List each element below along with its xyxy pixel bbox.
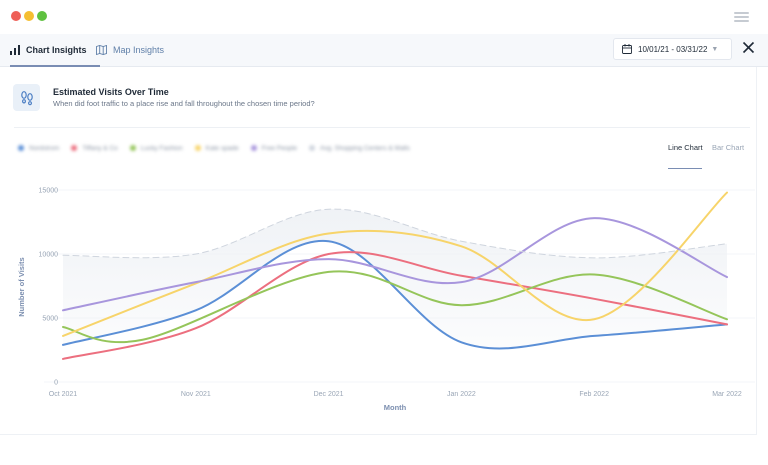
range-band [63, 209, 727, 349]
legend-item[interactable]: Kate spade [194, 144, 239, 152]
series-line[interactable] [62, 191, 728, 337]
x-tick-label: Nov 2021 [181, 391, 211, 398]
y-tick-label: 10000 [39, 252, 59, 259]
legend-swatch [308, 145, 315, 151]
x-tick-label: Feb 2022 [579, 391, 609, 398]
visits-line-chart: 0 5000 10000 15000 Oct 2021 Nov 2021 Dec 2021… [17, 188, 755, 412]
map-icon [96, 44, 107, 55]
x-axis-title: Month [384, 403, 407, 412]
x-tick-label: Dec 2021 [314, 391, 344, 398]
legend-item[interactable]: Lucky Fashion [129, 144, 183, 152]
legend-swatch [71, 145, 78, 151]
tab-map-insights[interactable]: Map Insights [96, 34, 164, 65]
series-line-average[interactable] [62, 208, 728, 259]
card-title: Estimated Visits Over Time [53, 87, 169, 97]
legend-swatch [194, 145, 201, 151]
legend-label: Lucky Fashion [140, 144, 183, 152]
x-tick-label: Jan 2022 [447, 391, 476, 398]
legend-label: Nordstrom [29, 144, 60, 152]
tab-map-insights-label: Map Insights [113, 44, 165, 55]
series-line[interactable] [62, 270, 728, 344]
x-tick-label: Mar 2022 [712, 391, 742, 398]
legend-swatch [129, 145, 136, 151]
card-header-icon [13, 84, 40, 111]
y-tick-label: 0 [54, 380, 58, 387]
series-line[interactable] [62, 251, 728, 360]
card-subtitle: When did foot traffic to a place rise an… [53, 99, 315, 108]
minimize-window-control[interactable] [24, 11, 34, 21]
tab-chart-insights-label: Chart Insights [26, 44, 87, 55]
legend-item[interactable]: Avg. Shopping Centers & Malls [308, 144, 410, 152]
legend-swatch [250, 145, 257, 151]
chart-legend: Nordstrom Tiffany & Co Lucky Fashion Kate s… [18, 142, 422, 154]
legend-swatch [18, 145, 24, 151]
calendar-icon [622, 44, 632, 54]
y-tick-label: 15000 [39, 188, 59, 195]
legend-item[interactable]: Free People [250, 144, 297, 152]
y-axis-title: Number of Visits [17, 257, 26, 316]
legend-item[interactable]: Nordstrom [18, 145, 59, 152]
tab-chart-insights[interactable]: Chart Insights [10, 34, 100, 67]
menu-icon[interactable] [734, 12, 749, 23]
series-line[interactable] [62, 217, 728, 312]
tab-bar-chart[interactable]: Bar Chart [712, 143, 745, 152]
active-view-underline [668, 168, 702, 169]
window-titlebar [0, 0, 768, 34]
bar-chart-icon [10, 44, 20, 55]
legend-label: Avg. Shopping Centers & Malls [319, 144, 410, 152]
y-tick-label: 5000 [42, 316, 58, 323]
date-range-label: 10/01/21 - 03/31/22 [638, 44, 708, 54]
tab-line-chart[interactable]: Line Chart [668, 143, 703, 152]
close-window-control[interactable] [11, 11, 21, 21]
legend-label: Tiffany & Co [82, 144, 118, 152]
header-divider [14, 127, 750, 128]
chevron-down-icon: ▼ [711, 45, 719, 53]
x-tick-label: Oct 2021 [49, 391, 78, 398]
legend-item[interactable]: Tiffany & Co [71, 144, 118, 152]
legend-label: Free People [261, 144, 297, 152]
date-range-picker[interactable]: 10/01/21 - 03/31/22 ▼ [613, 38, 732, 60]
maximize-window-control[interactable] [37, 11, 47, 21]
close-icon[interactable] [742, 41, 755, 54]
footprints-icon [20, 90, 33, 105]
legend-label: Kate spade [205, 144, 239, 152]
